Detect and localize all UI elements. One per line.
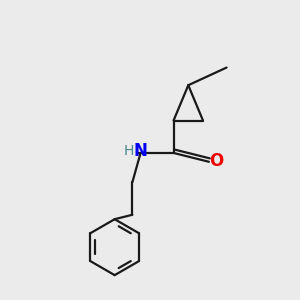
Text: O: O bbox=[209, 152, 224, 170]
Text: N: N bbox=[134, 142, 148, 160]
Text: H: H bbox=[124, 145, 134, 158]
